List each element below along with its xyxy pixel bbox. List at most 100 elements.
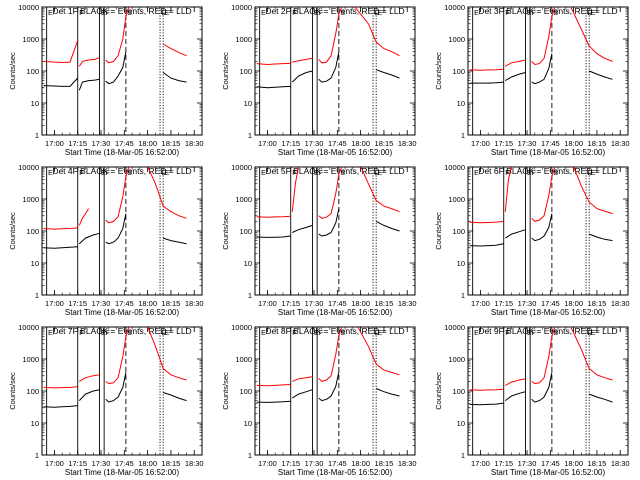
marker-label: F: [106, 170, 110, 177]
marker-label: F: [505, 170, 509, 177]
lld-series-line: [318, 327, 343, 382]
events-series-line: [291, 70, 313, 83]
panel-det-3: Det 3F BLACK = Events, RED = LLD 1 10 100 10…: [434, 3, 630, 157]
y-tick-label: 10000: [444, 323, 465, 332]
y-tick-label: 10: [31, 419, 39, 428]
y-tick-label: 10: [244, 419, 252, 428]
panel-det-1: Det 1F BLACK = Events, RED = LLD 1 10 100 10…: [8, 3, 204, 157]
panel-det-6: Det 6F BLACK = Events, RED = LLD 1 10 100 10…: [434, 163, 630, 317]
events-series-line: [589, 70, 613, 80]
chart-title: Det 5F BLACK = Events, RED = LLD: [265, 166, 404, 176]
events-series-line: [469, 402, 504, 406]
marker-label: F: [79, 330, 83, 337]
plot-frame: [254, 6, 416, 136]
x-tick-label: 17:30: [518, 139, 537, 148]
y-axis-label: Counts/sec: [8, 52, 17, 90]
series-group: [256, 167, 400, 238]
x-tick-label: 17:45: [115, 139, 134, 148]
x-tick-label: 17:15: [281, 139, 300, 148]
marker-label: E: [314, 10, 319, 17]
marker-label: F: [319, 10, 323, 17]
lld-series-line: [256, 384, 291, 387]
events-series-line: [105, 372, 127, 403]
lld-series-line: [360, 167, 400, 213]
plot-frame: [41, 6, 203, 136]
events-series-line: [531, 53, 553, 85]
x-tick-label: 18:30: [398, 139, 417, 148]
marker-label: D: [588, 330, 593, 337]
marker-label: F: [292, 170, 296, 177]
lld-series-line: [105, 327, 130, 385]
marker-label: F: [532, 330, 536, 337]
panel-det-2: Det 2F BLACK = Events, RED = LLD 1 10 100 10…: [221, 3, 417, 157]
events-series-line: [589, 233, 613, 242]
marker-label: F: [106, 330, 110, 337]
y-tick-label: 100: [239, 227, 252, 236]
chart-title: Det 9F BLACK = Events, RED = LLD: [478, 326, 617, 336]
marker-label: E: [591, 330, 596, 337]
lld-series-line: [531, 327, 556, 385]
x-tick-label: 18:00: [351, 459, 370, 468]
y-tick-label: 100: [239, 387, 252, 396]
events-series-line: [105, 213, 127, 245]
x-axis-label: Start Time (18-Mar-05 16:52:00): [65, 468, 180, 477]
x-tick-label: 18:00: [351, 299, 370, 308]
x-tick-label: 18:00: [564, 459, 583, 468]
y-tick-label: 10: [457, 99, 465, 108]
y-tick-label: 10000: [231, 163, 252, 172]
y-tick-label: 1: [35, 131, 39, 140]
events-series-line: [318, 371, 340, 402]
lld-series-line: [570, 327, 613, 381]
x-tick-label: 18:15: [162, 139, 181, 148]
x-tick-label: 17:30: [92, 299, 111, 308]
series-group: [43, 7, 187, 91]
y-tick-label: 10000: [231, 323, 252, 332]
y-tick-label: 10000: [18, 163, 39, 172]
series-group: [256, 7, 400, 89]
lld-series-line: [357, 327, 400, 376]
x-tick-label: 17:15: [68, 299, 87, 308]
marker-label: E: [378, 170, 383, 177]
marker-label: E: [101, 170, 106, 177]
events-series-line: [163, 237, 187, 245]
y-tick-label: 100: [26, 67, 39, 76]
x-axis-label: Start Time (18-Mar-05 16:52:00): [65, 308, 180, 317]
events-series-line: [292, 389, 313, 399]
x-tick-label: 17:30: [305, 139, 324, 148]
marker-label: E: [474, 330, 479, 337]
marker-label: F: [505, 10, 509, 17]
plot-frame: [467, 326, 629, 456]
series-group: [469, 7, 613, 85]
lld-series-line: [505, 59, 526, 67]
events-series-line: [505, 391, 526, 402]
y-axis-label: Counts/sec: [434, 212, 443, 250]
marker-label: F: [292, 330, 296, 337]
marker-label: E: [314, 170, 319, 177]
x-tick-label: 17:45: [328, 299, 347, 308]
marker-label: E: [591, 10, 596, 17]
marker-label: D: [162, 170, 167, 177]
x-tick-label: 17:45: [328, 459, 347, 468]
series-group: [43, 327, 187, 408]
lld-series-line: [105, 7, 130, 64]
marker-label: E: [378, 10, 383, 17]
x-tick-label: 18:30: [611, 459, 630, 468]
x-axis-label: Start Time (18-Mar-05 16:52:00): [491, 468, 606, 477]
x-tick-label: 17:15: [494, 139, 513, 148]
y-tick-label: 1: [248, 131, 252, 140]
events-series-line: [505, 72, 526, 82]
x-axis-label: Start Time (18-Mar-05 16:52:00): [491, 308, 606, 317]
events-series-line: [43, 405, 78, 408]
y-tick-label: 100: [26, 227, 39, 236]
marker-label: D: [588, 170, 593, 177]
lld-series-line: [469, 68, 504, 71]
marker-label: F: [79, 170, 83, 177]
y-tick-label: 1000: [235, 35, 252, 44]
x-tick-label: 17:00: [258, 459, 277, 468]
panel-det-5: Det 5F BLACK = Events, RED = LLD 1 10 100 10…: [221, 163, 417, 317]
y-tick-label: 10000: [18, 3, 39, 12]
panel-det-4: Det 4F BLACK = Events, RED = LLD 1 10 100 10…: [8, 163, 204, 317]
marker-label: E: [165, 170, 170, 177]
events-series-line: [469, 243, 504, 247]
